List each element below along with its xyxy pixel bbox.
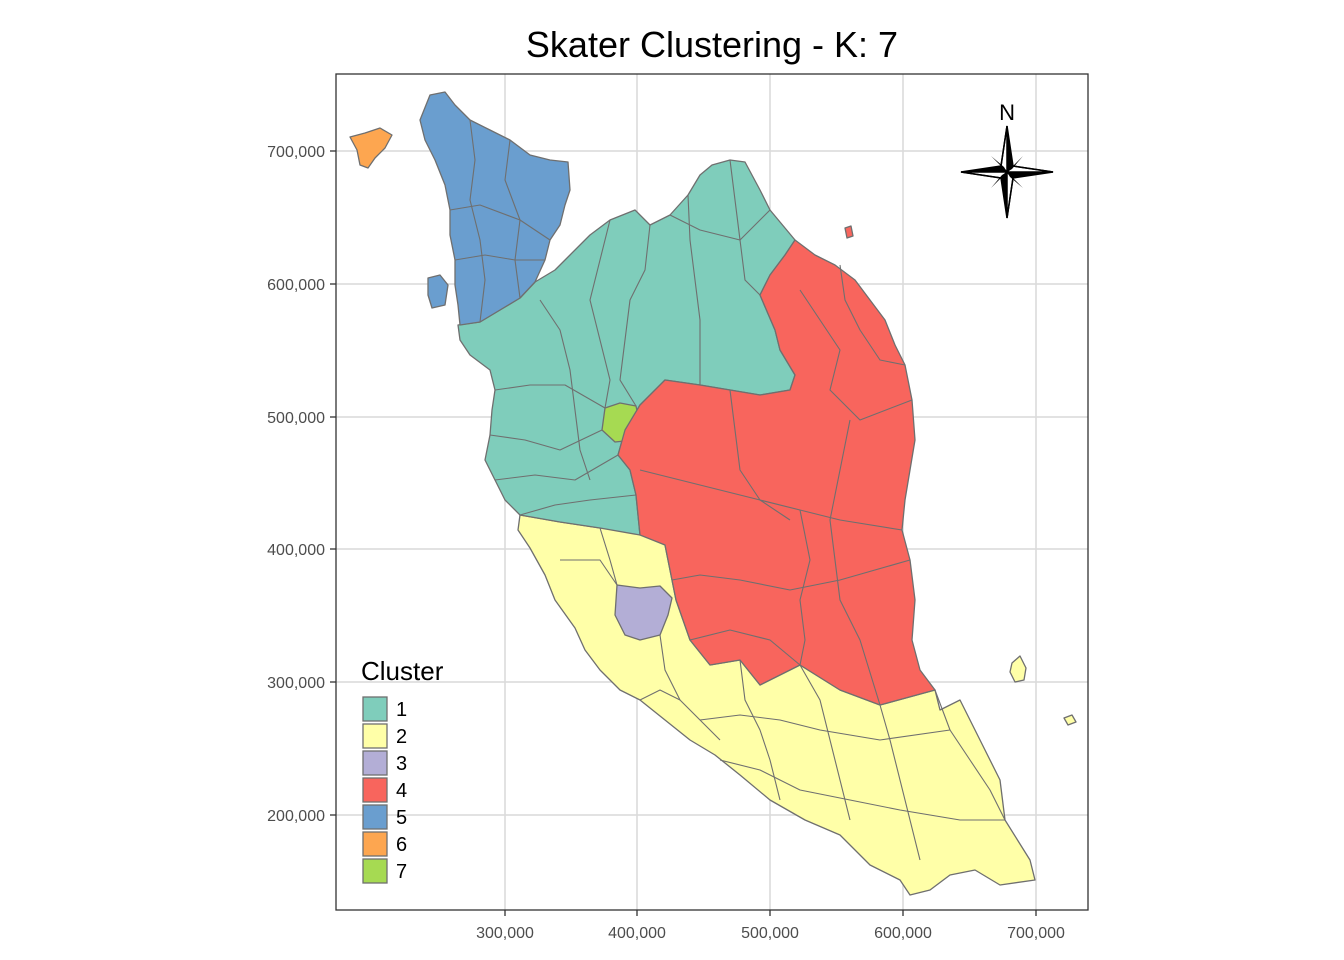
north-arrow-icon: N bbox=[960, 100, 1054, 219]
legend: Cluster 1 2 3 4 5 6 7 bbox=[361, 656, 444, 884]
x-tick-label: 600,000 bbox=[874, 925, 932, 942]
region-cluster-4[interactable] bbox=[617, 239, 936, 706]
region-cluster-3[interactable] bbox=[614, 584, 673, 641]
y-tick-label: 700,000 bbox=[267, 144, 325, 161]
legend-label-5: 5 bbox=[396, 807, 407, 829]
x-tick-label: 300,000 bbox=[476, 925, 534, 942]
x-tick-label: 700,000 bbox=[1007, 925, 1065, 942]
region-cluster-6[interactable] bbox=[349, 127, 393, 169]
y-tick-label: 300,000 bbox=[267, 675, 325, 692]
legend-swatch-3 bbox=[362, 750, 388, 776]
legend-label-3: 3 bbox=[396, 753, 407, 775]
y-axis-labels: 700,000 600,000 500,000 400,000 300,000 … bbox=[267, 144, 325, 825]
legend-title: Cluster bbox=[361, 656, 444, 686]
x-axis-labels: 300,000 400,000 500,000 600,000 700,000 bbox=[476, 925, 1065, 942]
y-tick-label: 500,000 bbox=[267, 410, 325, 427]
x-tick-label: 400,000 bbox=[608, 925, 666, 942]
legend-label-4: 4 bbox=[396, 780, 407, 802]
legend-label-1: 1 bbox=[396, 699, 407, 721]
legend-swatch-6 bbox=[362, 831, 388, 857]
plot-panel bbox=[335, 73, 1089, 911]
legend-swatch-4 bbox=[362, 777, 388, 803]
map-regions bbox=[349, 91, 1077, 896]
region-cluster-5[interactable] bbox=[419, 91, 571, 326]
region-island-east-2[interactable] bbox=[1063, 714, 1077, 726]
region-island-north[interactable] bbox=[844, 225, 854, 239]
legend-swatch-5 bbox=[362, 804, 388, 830]
north-label: N bbox=[999, 100, 1015, 125]
legend-swatch-2 bbox=[362, 723, 388, 749]
axis-ticks bbox=[330, 150, 1037, 916]
legend-label-7: 7 bbox=[396, 861, 407, 883]
map-title: Skater Clustering - K: 7 bbox=[525, 24, 899, 65]
y-tick-label: 200,000 bbox=[267, 808, 325, 825]
y-tick-label: 600,000 bbox=[267, 277, 325, 294]
y-tick-label: 400,000 bbox=[267, 542, 325, 559]
region-cluster-5-island[interactable] bbox=[427, 274, 449, 309]
district-boundaries bbox=[449, 119, 1006, 861]
x-tick-label: 500,000 bbox=[741, 925, 799, 942]
legend-swatch-1 bbox=[362, 696, 388, 722]
region-island-east[interactable] bbox=[1009, 655, 1027, 683]
legend-swatch-7 bbox=[362, 858, 388, 884]
legend-label-2: 2 bbox=[396, 726, 407, 748]
legend-label-6: 6 bbox=[396, 834, 407, 856]
